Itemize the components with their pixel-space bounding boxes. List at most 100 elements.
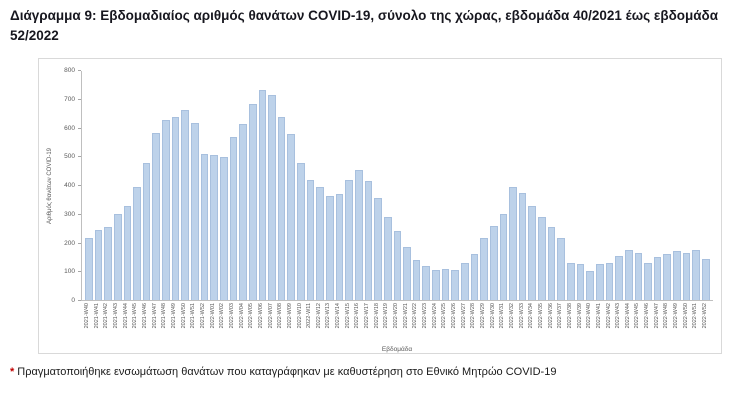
- x-tick-label: 2022-W44: [624, 303, 631, 329]
- y-tick-mark: [78, 127, 81, 129]
- plot-col: 2021-W40 2021-W41 2021-W42 2021-W43 2021-W44…: [81, 71, 713, 353]
- y-axis-title-col: Αριθμός θανάτων COVID-19: [43, 71, 57, 301]
- x-tick-label: 2021-W52: [199, 303, 206, 329]
- bar-2022-W27: [460, 262, 469, 300]
- x-tick-label: 2022-W41: [595, 303, 602, 329]
- x-tick-label: 2021-W48: [161, 303, 168, 329]
- footnote-text: Πραγματοποιήθηκε ενσωμάτωση θανάτων που …: [17, 366, 557, 378]
- x-tick-label: 2022-W14: [335, 303, 342, 329]
- x-tick-label: 2022-W30: [489, 303, 496, 329]
- y-tick-mark: [78, 242, 81, 244]
- bar-2021-W50: [181, 109, 190, 300]
- x-tick-label: 2021-W44: [122, 303, 129, 329]
- x-tick-label: 2022-W16: [354, 303, 361, 329]
- bar-2022-W16: [354, 169, 363, 300]
- x-tick-label: 2022-W08: [277, 303, 284, 329]
- bar-2021-W52: [200, 154, 209, 300]
- bar-2022-W09: [287, 133, 296, 300]
- x-tick-label: 2022-W10: [296, 303, 303, 329]
- bar-2022-W41: [595, 264, 604, 300]
- x-tick-label: 2022-W46: [644, 303, 651, 329]
- y-tick-mark: [78, 213, 81, 215]
- x-tick-label: 2022-W38: [566, 303, 573, 329]
- figure-inner: Αριθμός θανάτων COVID-19 0 100 200 300 400 50…: [43, 67, 713, 353]
- x-tick-label: 2021-W42: [103, 303, 110, 329]
- y-tick-label: 400: [64, 182, 75, 189]
- x-tick-label: 2022-W07: [267, 303, 274, 329]
- bar-2022-W29: [480, 238, 488, 300]
- bars-row: [82, 71, 713, 300]
- y-tick-mark: [78, 271, 81, 273]
- bar-2021-W48: [162, 119, 170, 300]
- bar-2022-W28: [470, 254, 479, 300]
- x-tick-label: 2022-W01: [209, 303, 216, 329]
- x-tick-label: 2021-W51: [190, 303, 197, 329]
- bar-2022-W26: [451, 269, 459, 300]
- y-axis-labels: 0 100 200 300 400 500 600 700 800: [57, 67, 81, 304]
- bar-2022-W45: [634, 252, 643, 300]
- bar-2022-W05: [248, 103, 257, 300]
- x-tick-label: 2022-W02: [219, 303, 226, 329]
- x-tick-label: 2021-W50: [180, 303, 187, 329]
- x-tick-label: 2021-W41: [93, 303, 100, 329]
- x-tick-label: 2022-W27: [460, 303, 467, 329]
- y-tick-mark: [78, 98, 81, 100]
- y-tick-mark: [78, 70, 81, 71]
- x-tick-label: 2022-W47: [653, 303, 660, 329]
- x-tick-label: 2022-W24: [431, 303, 438, 329]
- y-tick-label: 100: [64, 268, 75, 276]
- x-tick-label: 2021-W43: [113, 303, 120, 329]
- bar-2021-W41: [94, 229, 103, 300]
- bar-2022-W02: [219, 156, 228, 300]
- bar-2021-W43: [113, 214, 122, 300]
- x-tick-label: 2022-W39: [576, 303, 583, 329]
- bar-2021-W44: [123, 205, 132, 300]
- x-tick-label: 2021-W46: [142, 303, 149, 329]
- bar-2022-W14: [335, 194, 344, 300]
- x-tick-label: 2021-W47: [151, 303, 158, 329]
- bar-2022-W32: [509, 186, 517, 300]
- bar-2022-W48: [663, 254, 672, 300]
- bar-2022-W15: [345, 179, 353, 300]
- x-tick-label: 2022-W13: [325, 303, 332, 329]
- bar-2022-W30: [489, 225, 498, 300]
- x-tick-label: 2022-W37: [557, 303, 564, 329]
- x-tick-label: 2022-W42: [605, 303, 612, 329]
- bar-2022-W49: [673, 251, 681, 300]
- bar-2022-W06: [258, 89, 267, 300]
- bar-2022-W46: [644, 262, 652, 300]
- y-tick-mark: [78, 156, 81, 158]
- x-tick-label: 2022-W31: [499, 303, 506, 329]
- footnote: * Πραγματοποιήθηκε ενσωμάτωση θανάτων που…: [10, 366, 556, 378]
- x-tick-label: 2022-W04: [238, 303, 245, 329]
- y-tick-label: 200: [64, 239, 75, 247]
- bar-2022-W24: [432, 269, 440, 300]
- x-tick-label: 2022-W03: [228, 303, 235, 329]
- x-tick-label: 2022-W28: [470, 303, 477, 329]
- bar-2022-W35: [538, 217, 546, 300]
- bar-2022-W25: [441, 268, 450, 300]
- bar-2022-W20: [393, 231, 402, 300]
- y-tick-mark: [78, 300, 81, 301]
- bar-2022-W43: [615, 255, 623, 300]
- bar-2022-W12: [316, 186, 325, 300]
- x-labels-row: 2021-W40 2021-W41 2021-W42 2021-W43 2021-W44…: [81, 303, 713, 345]
- x-tick-label: 2022-W21: [402, 303, 409, 329]
- x-tick-label: 2022-W50: [682, 303, 689, 329]
- x-tick-label: 2022-W49: [673, 303, 680, 329]
- x-tick-label: 2022-W20: [393, 303, 400, 329]
- y-tick-mark: [78, 185, 81, 186]
- bar-2021-W47: [152, 132, 161, 300]
- bar-2022-W22: [412, 259, 421, 300]
- x-tick-label: 2022-W36: [547, 303, 554, 329]
- x-tick-label: 2022-W05: [248, 303, 255, 329]
- x-tick-label: 2022-W51: [692, 303, 699, 329]
- x-tick-label: 2021-W40: [84, 303, 91, 329]
- x-tick-label: 2022-W35: [537, 303, 544, 329]
- chart-title: Διάγραμμα 9: Εβδομαδιαίος αριθμός θανάτω…: [10, 8, 719, 44]
- bar-2022-W13: [326, 195, 334, 300]
- bar-2021-W51: [191, 122, 199, 300]
- x-tick-label: 2022-W06: [257, 303, 264, 329]
- bar-2022-W34: [528, 205, 537, 300]
- bar-2022-W37: [557, 238, 566, 300]
